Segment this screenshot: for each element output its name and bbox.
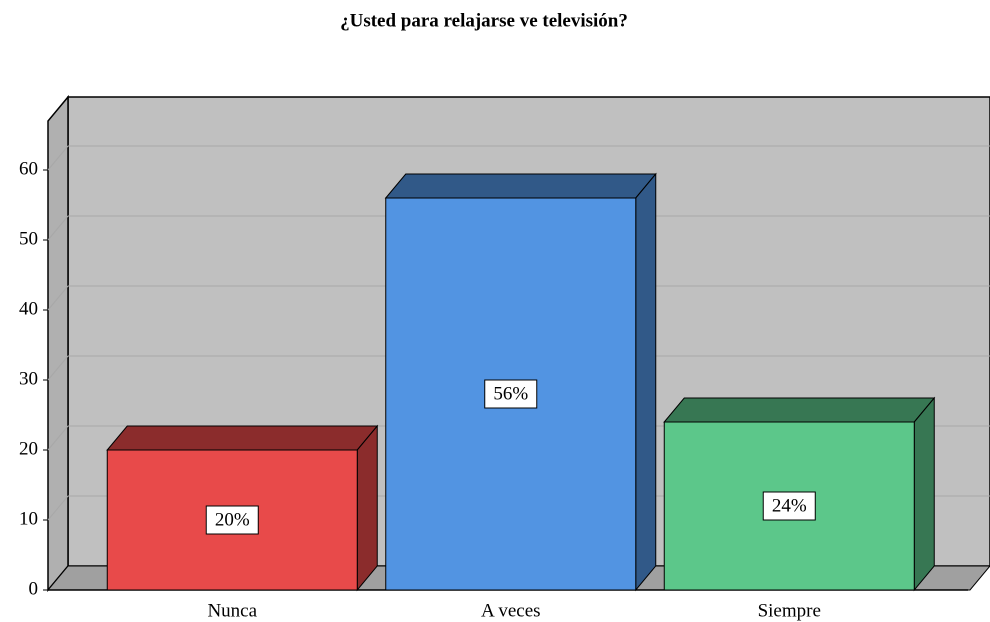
y-tick-label: 20 (19, 438, 38, 459)
bar-side (635, 172, 657, 592)
bar-side (356, 424, 378, 592)
grid-line (47, 355, 69, 381)
value-label: 56% (493, 383, 528, 404)
value-label-box (762, 491, 816, 521)
bar-top (663, 397, 936, 423)
grid-line (47, 495, 69, 521)
y-tick-label: 30 (19, 368, 38, 389)
bar-top (384, 173, 657, 199)
y-tick-label: 40 (19, 298, 38, 319)
y-tick-label: 60 (19, 158, 38, 179)
grid-line (47, 215, 69, 241)
chart-title: ¿Usted para relajarse ve televisión? (340, 10, 628, 31)
value-label: 24% (772, 495, 807, 516)
y-tick-label: 10 (19, 508, 38, 529)
x-tick-label: A veces (481, 600, 541, 621)
y-tick-label: 50 (19, 228, 38, 249)
value-label-box (484, 379, 538, 409)
bar-top (106, 425, 379, 451)
x-tick-label: Nunca (207, 600, 257, 621)
grid-line (47, 425, 69, 451)
grid-line (47, 285, 69, 311)
bar-side (913, 396, 935, 592)
x-tick-label: Siempre (758, 600, 821, 621)
y-tick-label: 0 (29, 578, 39, 599)
value-label: 20% (215, 509, 250, 530)
value-label-box (205, 505, 259, 535)
grid-line (47, 145, 69, 171)
